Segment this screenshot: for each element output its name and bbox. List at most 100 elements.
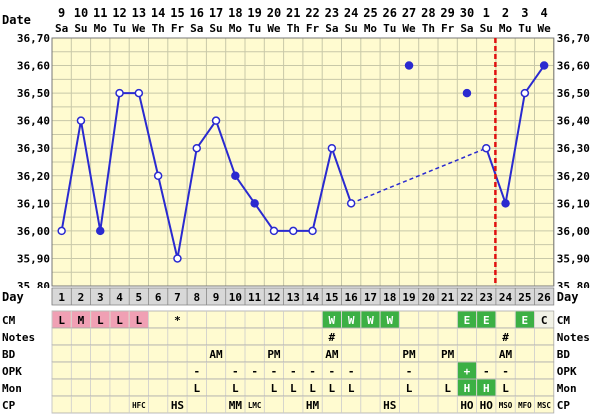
table-cell-value: MSC	[537, 401, 551, 410]
date-label: 1	[483, 6, 490, 20]
weekday-label: We	[538, 22, 552, 35]
table-cell-value: W	[367, 314, 374, 327]
day-number: 24	[499, 291, 513, 304]
table-row-label: OPK	[2, 365, 22, 378]
cm-cell	[129, 311, 148, 328]
temperature-point-filled	[462, 88, 472, 98]
weekday-label: Tu	[248, 22, 261, 35]
y-tick-label: 36,50	[17, 87, 50, 100]
table-cell-value: -	[309, 365, 316, 378]
date-label: 25	[363, 6, 377, 20]
y-tick-label-right: 36,10	[557, 197, 590, 210]
weekday-label: We	[132, 22, 146, 35]
day-number: 11	[248, 291, 262, 304]
weekday-label: Tu	[383, 22, 396, 35]
table-cell-value: PM	[267, 348, 281, 361]
weekday-label: Mo	[499, 22, 513, 35]
table-cell-value: MSO	[499, 401, 513, 410]
table-cell-value: L	[309, 382, 316, 395]
table-cell-value: PM	[441, 348, 455, 361]
table-cell-value: L	[329, 382, 336, 395]
weekday-label: Fr	[441, 22, 455, 35]
weekday-label: Su	[209, 22, 222, 35]
table-cell-value: -	[502, 365, 509, 378]
peak-cell	[457, 379, 477, 396]
temperature-point	[308, 226, 317, 236]
table-cell-value: L	[290, 382, 297, 395]
table-row-label: Mon	[2, 382, 22, 395]
table-cell-value: L	[58, 314, 65, 327]
day-number: 7	[174, 291, 181, 304]
weekday-label: Su	[345, 22, 358, 35]
table-cell-value: HFC	[132, 401, 146, 410]
y-tick-label-right: 36,20	[557, 170, 590, 183]
day-number: 15	[325, 291, 338, 304]
weekday-label: Fr	[171, 22, 185, 35]
weekday-label: Sa	[55, 22, 68, 35]
plot-border	[51, 37, 555, 287]
date-label: 11	[93, 6, 107, 20]
date-label: 4	[541, 6, 548, 20]
cm-cell	[535, 311, 554, 328]
y-tick-label-right: 36,70	[557, 32, 590, 45]
cm-cell	[380, 311, 399, 328]
y-tick-label: 36,00	[17, 225, 50, 238]
table-cell-value: *	[174, 314, 181, 327]
temperature-point	[269, 226, 279, 236]
table-cell-value: E	[522, 314, 529, 327]
date-label: 22	[305, 6, 319, 20]
table-cell-value: -	[348, 365, 355, 378]
day-number: 13	[287, 291, 300, 304]
day-number: 16	[345, 291, 359, 304]
day-number: 21	[441, 291, 455, 304]
y-tick-label: 35,90	[17, 252, 50, 265]
temperature-point-filled	[404, 61, 414, 70]
table-row-label: CM	[2, 314, 16, 327]
weekday-label: Th	[422, 22, 435, 35]
table-cell-value: HO	[460, 399, 474, 412]
date-label: 24	[344, 6, 358, 20]
table-cell-value: AM	[325, 348, 339, 361]
temperature-point-filled	[250, 199, 259, 208]
table-cell-value: W	[348, 314, 355, 327]
cm-cell	[342, 311, 361, 328]
weekday-label: Tu	[113, 22, 126, 35]
day-number: 23	[480, 291, 493, 304]
table-cell-value: HO	[480, 399, 494, 412]
y-tick-label-right: 36,00	[557, 225, 590, 238]
table-cell-value: H	[464, 382, 471, 395]
table-cell-value: -	[483, 365, 490, 378]
weekday-label: Sa	[460, 22, 473, 35]
table-cell-value: #	[329, 331, 336, 344]
cm-cell	[110, 311, 129, 328]
table-cell-value: -	[406, 365, 413, 378]
temperature-point	[173, 254, 182, 263]
chart-grid	[51, 37, 555, 287]
y-tick-label-right: 35,90	[557, 252, 590, 265]
temperature-point-filled	[539, 61, 549, 70]
table-cell-value: MM	[229, 399, 243, 412]
date-label: 9	[58, 6, 65, 20]
table-row-label-right: CM	[557, 314, 571, 327]
temperature-point	[520, 88, 530, 98]
temperature-point	[115, 88, 124, 98]
y-tick-label-right: 36,50	[557, 87, 590, 100]
table-cell-value: -	[232, 365, 239, 378]
weekday-label: Th	[287, 22, 300, 35]
table-cell-value: E	[483, 314, 490, 327]
date-label: 21	[286, 6, 300, 20]
table-cell-value: W	[386, 314, 393, 327]
date-label: 16	[190, 6, 204, 20]
table-cell-value: -	[271, 365, 278, 378]
table-cell-value: L	[116, 314, 123, 327]
day-number: 20	[422, 291, 435, 304]
date-label: 2	[502, 6, 509, 20]
table-row-label-right: OPK	[557, 365, 577, 378]
temperature-point	[192, 143, 201, 153]
day-number: 22	[460, 291, 473, 304]
y-tick-label-right: 36,30	[557, 142, 590, 155]
temperature-point-filled	[231, 171, 240, 181]
table-cell-value: HM	[306, 399, 320, 412]
